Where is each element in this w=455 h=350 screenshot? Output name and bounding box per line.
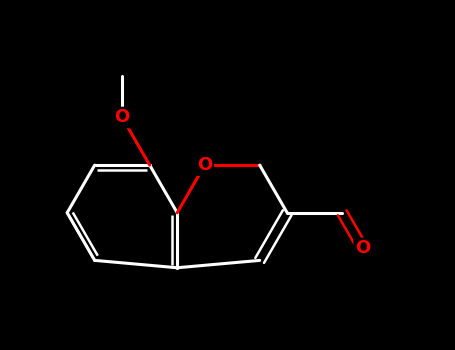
Text: O: O — [355, 239, 370, 258]
Text: O: O — [115, 108, 130, 126]
Text: O: O — [197, 156, 212, 174]
